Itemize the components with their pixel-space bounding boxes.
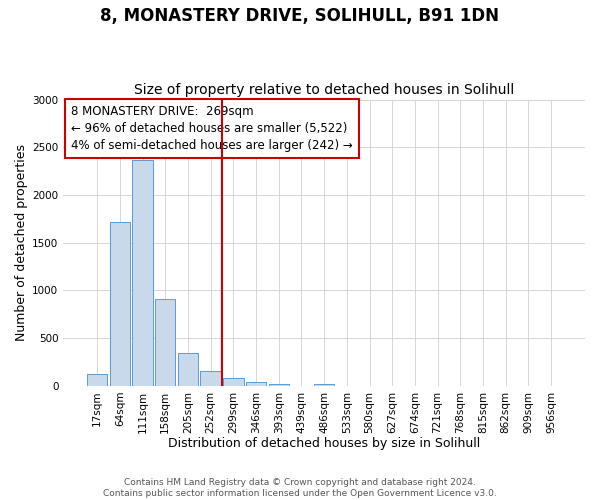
Text: Contains HM Land Registry data © Crown copyright and database right 2024.
Contai: Contains HM Land Registry data © Crown c… <box>103 478 497 498</box>
X-axis label: Distribution of detached houses by size in Solihull: Distribution of detached houses by size … <box>168 437 480 450</box>
Bar <box>110 222 130 386</box>
Bar <box>133 160 153 386</box>
Title: Size of property relative to detached houses in Solihull: Size of property relative to detached ho… <box>134 83 514 97</box>
Bar <box>155 300 175 386</box>
Bar <box>223 378 244 386</box>
Text: 8 MONASTERY DRIVE:  269sqm
← 96% of detached houses are smaller (5,522)
4% of se: 8 MONASTERY DRIVE: 269sqm ← 96% of detac… <box>71 106 353 152</box>
Bar <box>87 374 107 386</box>
Bar <box>246 382 266 386</box>
Text: 8, MONASTERY DRIVE, SOLIHULL, B91 1DN: 8, MONASTERY DRIVE, SOLIHULL, B91 1DN <box>101 8 499 26</box>
Bar <box>269 384 289 386</box>
Bar <box>200 371 221 386</box>
Y-axis label: Number of detached properties: Number of detached properties <box>15 144 28 341</box>
Bar <box>178 353 198 386</box>
Bar <box>314 384 334 386</box>
